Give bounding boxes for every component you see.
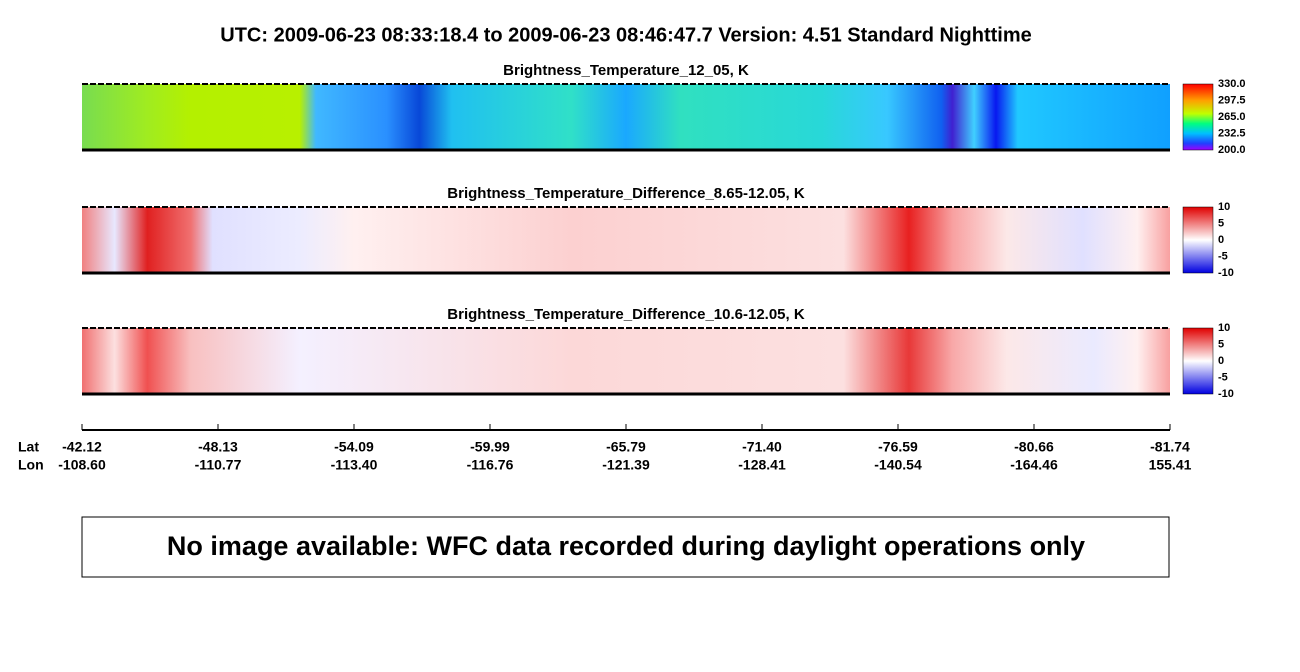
- colorbar: [1182, 83, 1214, 151]
- colorbar-label: 0: [1218, 355, 1224, 367]
- lat-title: Lat: [18, 439, 39, 455]
- lon-label: 155.41: [1149, 457, 1192, 473]
- panel-title: Brightness_Temperature_Difference_8.65-1…: [447, 185, 805, 202]
- colorbar-label: 232.5: [1218, 127, 1246, 139]
- lon-label: -140.54: [874, 457, 922, 473]
- message: No image available: WFC data recorded du…: [167, 531, 1085, 561]
- colorbar-label: 5: [1218, 338, 1224, 350]
- lat-label: -71.40: [742, 439, 782, 455]
- colorbar: [1182, 327, 1214, 395]
- colorbar-label: 10: [1218, 201, 1230, 213]
- colorbar-label: -10: [1218, 388, 1234, 400]
- lon-label: -128.41: [738, 457, 786, 473]
- panel-title: Brightness_Temperature_Difference_10.6-1…: [447, 306, 805, 323]
- lat-label: -76.59: [878, 439, 918, 455]
- lon-label: -121.39: [602, 457, 650, 473]
- colorbar-label: -10: [1218, 267, 1234, 279]
- panels: Brightness_Temperature_12_05, K 330.0 297.…: [82, 62, 1246, 400]
- colorbar-label: 0: [1218, 234, 1224, 246]
- lat-label: -65.79: [606, 439, 646, 455]
- lat-label: -80.66: [1014, 439, 1054, 455]
- colorbar: [1182, 206, 1214, 274]
- colorbar-label: -5: [1218, 250, 1228, 262]
- lon-label: -164.46: [1010, 457, 1058, 473]
- colorbar-label: 10: [1218, 322, 1230, 334]
- colorbar-label: 5: [1218, 217, 1224, 229]
- lon-label: -108.60: [58, 457, 106, 473]
- lat-label: -81.74: [1150, 439, 1190, 455]
- colorbar-label: -5: [1218, 371, 1228, 383]
- colorbar-label: 265.0: [1218, 111, 1246, 123]
- lon-label: -116.76: [467, 457, 514, 473]
- colorbar-label: 297.5: [1218, 94, 1246, 106]
- lat-label: -48.13: [198, 439, 238, 455]
- colorbar-label: 330.0: [1218, 78, 1246, 90]
- lon-label: -113.40: [331, 457, 378, 473]
- panel-image: [82, 328, 1170, 394]
- panel-image: [82, 84, 1170, 150]
- colorbar-label: 200.0: [1218, 144, 1246, 156]
- lat-label: -42.12: [62, 439, 102, 455]
- axis-ticks: -42.12 -108.60 -48.13 -110.77 -54.09 -113.40 -…: [58, 424, 1192, 473]
- lat-label: -59.99: [470, 439, 510, 455]
- message-box: [81, 516, 1170, 578]
- lon-label: -110.77: [195, 457, 242, 473]
- header-title: UTC: 2009-06-23 08:33:18.4 to 2009-06-23…: [220, 24, 1031, 46]
- lat-label: -54.09: [334, 439, 374, 455]
- panel-title: Brightness_Temperature_12_05, K: [503, 62, 749, 79]
- lon-title: Lon: [18, 457, 44, 473]
- panel-image: [82, 207, 1170, 273]
